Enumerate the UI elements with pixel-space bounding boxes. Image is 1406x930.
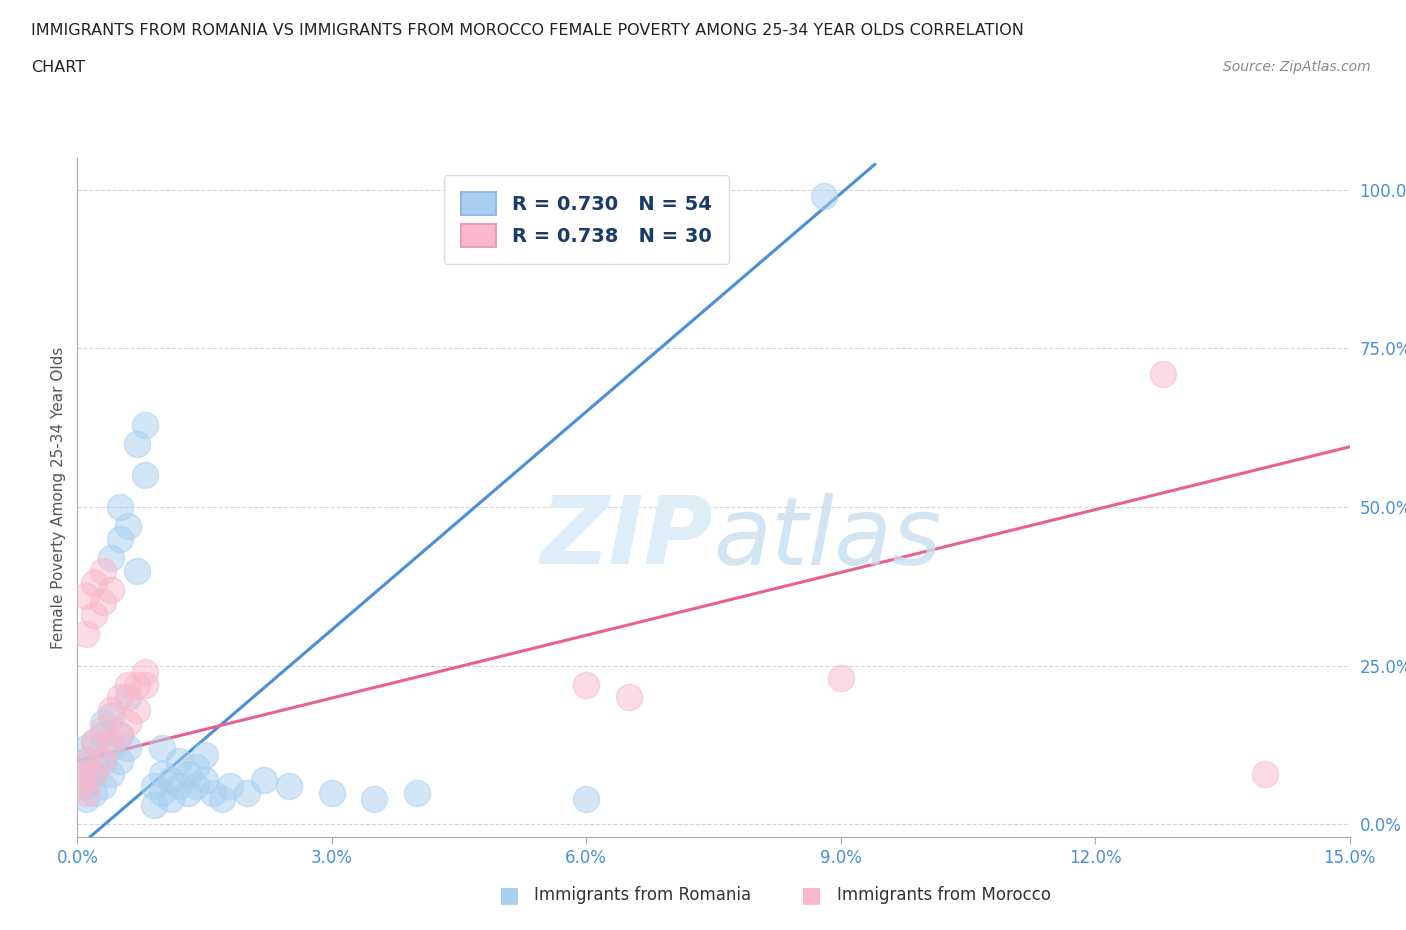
Point [100,582,122,597]
Text: ZIP: ZIP [541,492,714,584]
Point [278,778,301,793]
Text: IMMIGRANTS FROM ROMANIA VS IMMIGRANTS FROM MOROCCO FEMALE POVERTY AMONG 25-34 YE: IMMIGRANTS FROM ROMANIA VS IMMIGRANTS FR… [31,23,1024,38]
Point [159,773,181,788]
Point [117,740,139,755]
Point [91,728,114,743]
Point [91,778,114,793]
Point [83,607,105,622]
Point [142,778,165,793]
Point [75,785,97,800]
Point [100,703,122,718]
Point [134,418,156,432]
Text: ■: ■ [499,884,520,905]
Point [575,791,598,806]
Point [108,728,131,743]
Point [150,785,173,800]
Point [142,798,165,813]
Text: Immigrants from Romania: Immigrants from Romania [534,885,751,904]
Point [83,766,105,781]
Point [117,690,139,705]
Point [167,753,190,768]
Point [100,709,122,724]
Legend: R = 0.730   N = 54, R = 0.738   N = 30: R = 0.730 N = 54, R = 0.738 N = 30 [443,175,730,264]
Point [813,189,835,204]
Text: atlas: atlas [714,493,942,584]
Point [108,753,131,768]
Point [184,778,207,793]
Point [117,715,139,730]
Point [75,753,97,768]
Point [176,785,198,800]
Point [100,735,122,750]
Point [83,735,105,750]
Point [194,747,217,762]
Point [91,595,114,610]
Point [1254,766,1277,781]
Point [75,791,97,806]
Point [363,791,385,806]
Point [236,785,259,800]
Point [108,531,131,546]
Point [91,722,114,737]
Point [75,740,97,755]
Point [617,690,640,705]
Point [100,551,122,565]
Point [176,766,198,781]
Y-axis label: Female Poverty Among 25-34 Year Olds: Female Poverty Among 25-34 Year Olds [51,346,66,649]
Point [125,563,148,578]
Point [134,677,156,692]
Point [321,785,343,800]
Point [202,785,225,800]
Point [83,785,105,800]
Point [83,576,105,591]
Point [575,677,598,692]
Point [253,773,276,788]
Point [134,665,156,680]
Point [91,753,114,768]
Point [75,627,97,642]
Text: Immigrants from Morocco: Immigrants from Morocco [837,885,1050,904]
Point [75,753,97,768]
Point [830,671,852,685]
Point [184,760,207,775]
Point [70,766,93,781]
Point [1152,366,1174,381]
Point [211,791,233,806]
Point [125,703,148,718]
Text: ■: ■ [801,884,823,905]
Point [219,778,242,793]
Point [69,778,91,793]
Point [167,778,190,793]
Point [117,677,139,692]
Point [108,728,131,743]
Point [405,785,427,800]
Point [125,677,148,692]
Point [83,735,105,750]
Point [159,791,181,806]
Point [100,740,122,755]
Text: Source: ZipAtlas.com: Source: ZipAtlas.com [1223,60,1371,74]
Point [75,589,97,604]
Text: CHART: CHART [31,60,84,75]
Point [91,753,114,768]
Point [134,468,156,483]
Point [83,760,105,775]
Point [83,766,105,781]
Point [194,773,217,788]
Point [70,766,93,781]
Point [125,436,148,451]
Point [108,499,131,514]
Point [108,690,131,705]
Point [91,715,114,730]
Point [91,563,114,578]
Point [100,766,122,781]
Point [150,766,173,781]
Point [75,778,97,793]
Point [150,740,173,755]
Point [117,519,139,534]
